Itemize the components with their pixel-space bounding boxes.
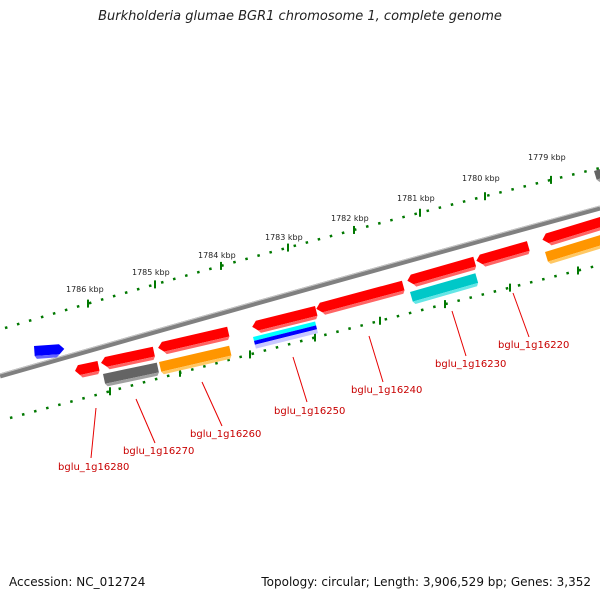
gene-label-bglu_1g16250: bglu_1g16250: [274, 406, 345, 417]
tick-label-1784: 1784 kbp: [198, 251, 236, 260]
tick-label-1780: 1780 kbp: [462, 174, 500, 183]
gene-feature[interactable]: [100, 346, 156, 371]
gene-feature[interactable]: [545, 231, 600, 265]
gene-label-bglu_1g16280: bglu_1g16280: [58, 462, 129, 473]
gene-feature[interactable]: [253, 321, 319, 349]
genome-summary-text: Topology: circular; Length: 3,906,529 bp…: [261, 575, 591, 589]
gene-label-bglu_1g16270: bglu_1g16270: [123, 446, 194, 457]
gene-feature[interactable]: [410, 273, 479, 304]
gene-feature[interactable]: [74, 361, 100, 379]
genome-backbone: [0, 205, 600, 379]
tick-label-1783: 1783 kbp: [265, 233, 303, 242]
gene-label-bglu_1g16240: bglu_1g16240: [351, 385, 422, 396]
tick-label-1786: 1786 kbp: [66, 285, 104, 294]
outer-major-ticks: [87, 175, 552, 308]
tick-label-1781: 1781 kbp: [397, 194, 435, 203]
gene-feature[interactable]: [159, 345, 232, 375]
gene-feature[interactable]: [541, 214, 600, 248]
accession-text: Accession: NC_012724: [9, 575, 146, 589]
gene-feature[interactable]: [157, 326, 230, 356]
label-leaders: [90, 292, 530, 459]
gene-feature[interactable]: [594, 165, 600, 182]
genome-backbone-highlight: [0, 205, 600, 375]
gene-feature[interactable]: [251, 306, 318, 335]
gene-label-bglu_1g16260: bglu_1g16260: [190, 429, 261, 440]
gene-feature[interactable]: [103, 362, 160, 387]
tick-label-1785: 1785 kbp: [132, 268, 170, 277]
gene-label-bglu_1g16220: bglu_1g16220: [498, 340, 569, 351]
gene-feature[interactable]: [406, 256, 477, 289]
tick-label-1782: 1782 kbp: [331, 214, 369, 223]
gene-feature[interactable]: [315, 280, 405, 317]
gene-feature[interactable]: [34, 344, 65, 359]
gene-label-bglu_1g16230: bglu_1g16230: [435, 359, 506, 370]
inner-major-ticks: [109, 266, 579, 396]
tick-label-1779: 1779 kbp: [528, 153, 566, 162]
map-title: Burkholderia glumae BGR1 chromosome 1, c…: [98, 9, 502, 24]
gene-feature[interactable]: [475, 241, 530, 268]
